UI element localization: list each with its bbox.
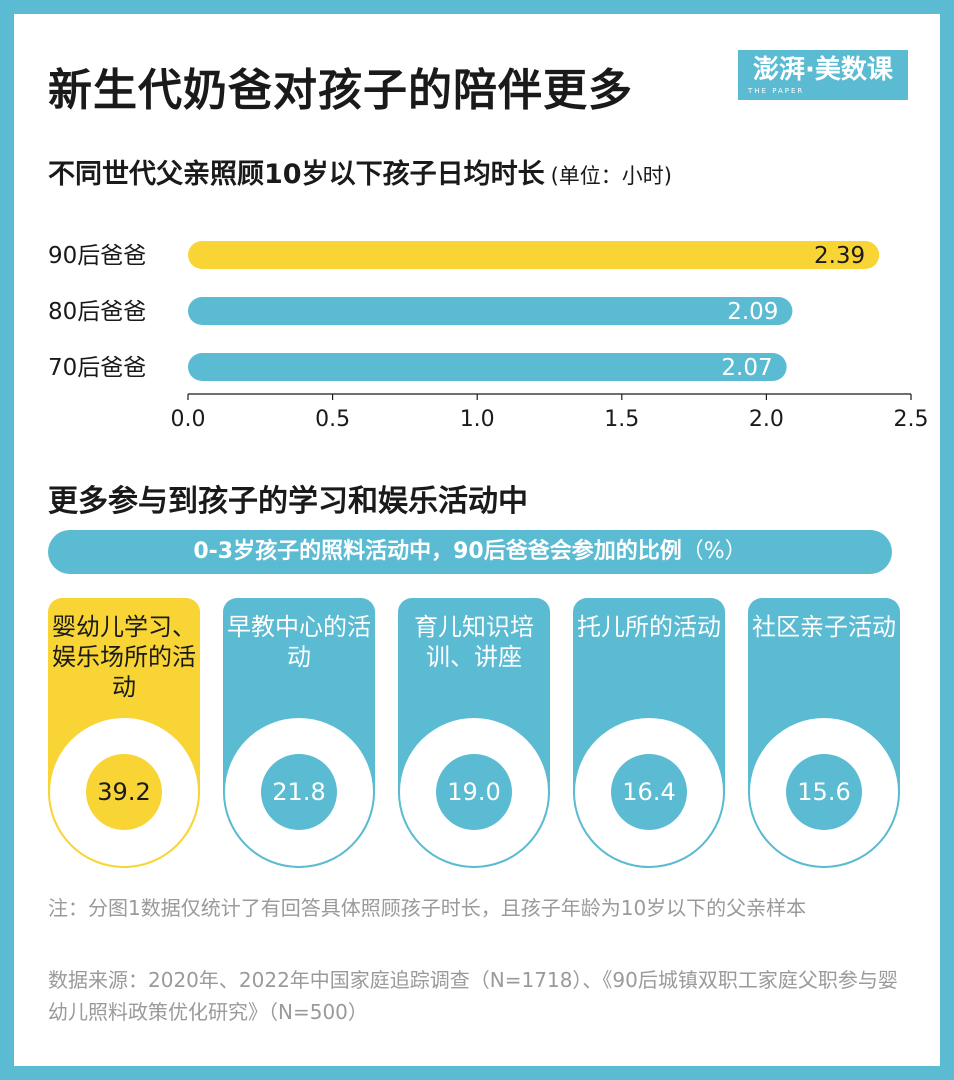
bar-value-label: 2.07 xyxy=(721,355,772,381)
x-tick-label: 1.5 xyxy=(604,407,639,432)
page-title: 新生代奶爸对孩子的陪伴更多 xyxy=(48,65,633,116)
activity-card: 托儿所的活动 16.4 xyxy=(573,598,725,868)
infographic-card: 新生代奶爸对孩子的陪伴更多 澎湃·美数课 THE PAPER 不同世代父亲照顾1… xyxy=(14,14,940,1066)
activity-value: 19.0 xyxy=(436,754,512,830)
activity-card: 婴幼儿学习、娱乐场所的活动 39.2 xyxy=(48,598,200,868)
activity-label: 社区亲子活动 xyxy=(752,613,896,641)
activity-ring: 16.4 xyxy=(573,716,725,868)
activity-card: 社区亲子活动 15.6 xyxy=(748,598,900,868)
activity-cards: 婴幼儿学习、娱乐场所的活动 39.2 早教中心的活动 21.8 育儿知识培训、讲座 19.… xyxy=(14,598,940,888)
x-tick-label: 1.0 xyxy=(460,407,495,432)
activity-ring: 21.8 xyxy=(223,716,375,868)
activity-card: 育儿知识培训、讲座 19.0 xyxy=(398,598,550,868)
activity-value: 21.8 xyxy=(261,754,337,830)
unit-label: (单位：小时) xyxy=(550,164,672,188)
brand-logo: 澎湃·美数课 THE PAPER xyxy=(738,50,908,100)
bar-value-label: 2.39 xyxy=(814,243,865,269)
activity-value: 39.2 xyxy=(86,754,162,830)
chart-subtitle-text: 不同世代父亲照顾10岁以下孩子日均时长 xyxy=(48,159,545,190)
section-heading: 更多参与到孩子的学习和娱乐活动中 xyxy=(48,484,528,519)
activity-banner: 0-3岁孩子的照料活动中，90后爸爸会参加的比例（%） xyxy=(48,530,892,574)
category-label: 80后爸爸 xyxy=(48,299,146,325)
footnote: 注：分图1数据仅统计了有回答具体照顾孩子时长，且孩子年龄为10岁以下的父亲样本 xyxy=(48,896,807,920)
x-tick-label: 2.0 xyxy=(749,407,784,432)
activity-label: 早教中心的活动 xyxy=(227,613,371,671)
bar xyxy=(188,297,793,325)
banner-text: 0-3岁孩子的照料活动中，90后爸爸会参加的比例 xyxy=(193,539,682,564)
category-label: 90后爸爸 xyxy=(48,243,146,269)
category-label: 70后爸爸 xyxy=(48,355,146,381)
activity-ring: 39.2 xyxy=(48,716,200,868)
x-tick-label: 0.5 xyxy=(315,407,350,432)
logo-subtext: THE PAPER xyxy=(748,87,805,95)
activity-card: 早教中心的活动 21.8 xyxy=(223,598,375,868)
activity-value: 15.6 xyxy=(786,754,862,830)
bar-value-label: 2.09 xyxy=(727,299,778,325)
source-note: 数据来源：2020年、2022年中国家庭追踪调查（N=1718）、《90后城镇双… xyxy=(48,968,898,1024)
chart-subtitle: 不同世代父亲照顾10岁以下孩子日均时长 (单位：小时) xyxy=(48,152,672,191)
activity-label: 托儿所的活动 xyxy=(577,613,721,641)
x-tick-label: 0.0 xyxy=(171,407,206,432)
activity-ring: 15.6 xyxy=(748,716,900,868)
x-tick-label: 2.5 xyxy=(894,407,929,432)
bar xyxy=(188,353,787,381)
activity-label: 婴幼儿学习、娱乐场所的活动 xyxy=(52,613,196,701)
activity-ring: 19.0 xyxy=(398,716,550,868)
bar-chart: 90后爸爸 2.39 80后爸爸 2.09 70后爸爸 2.07 0.0 0.5 1.0 1.5 2… xyxy=(48,241,929,432)
banner-unit: （%） xyxy=(681,539,747,564)
activity-value: 16.4 xyxy=(611,754,687,830)
bar xyxy=(188,241,880,269)
logo-text: 澎湃·美数课 xyxy=(753,55,893,85)
activity-label: 育儿知识培训、讲座 xyxy=(414,613,534,671)
